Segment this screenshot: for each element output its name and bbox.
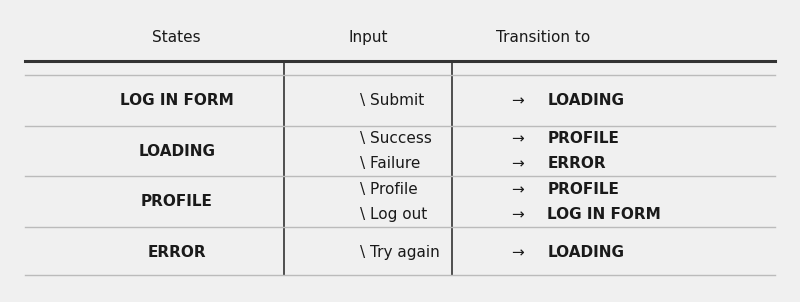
Text: \ Submit: \ Submit [360, 93, 424, 108]
Text: →: → [512, 93, 530, 108]
Text: LOG IN FORM: LOG IN FORM [120, 93, 234, 108]
Text: →: → [512, 245, 530, 260]
Text: LOADING: LOADING [138, 143, 215, 159]
Text: Transition to: Transition to [496, 30, 590, 45]
Text: States: States [153, 30, 201, 45]
Text: LOADING: LOADING [547, 93, 625, 108]
Text: →: → [512, 156, 530, 171]
Text: \ Failure: \ Failure [360, 156, 421, 171]
Text: PROFILE: PROFILE [141, 194, 213, 209]
Text: PROFILE: PROFILE [547, 182, 619, 197]
Text: \ Profile: \ Profile [360, 182, 418, 197]
Text: Input: Input [348, 30, 388, 45]
Text: →: → [512, 207, 530, 222]
Text: ERROR: ERROR [547, 156, 606, 171]
Text: \ Try again: \ Try again [360, 245, 440, 260]
Text: LOADING: LOADING [547, 245, 625, 260]
Text: ERROR: ERROR [147, 245, 206, 260]
Text: →: → [512, 131, 530, 146]
Text: LOG IN FORM: LOG IN FORM [547, 207, 662, 222]
Text: \ Log out: \ Log out [360, 207, 427, 222]
Text: PROFILE: PROFILE [547, 131, 619, 146]
Text: \ Success: \ Success [360, 131, 432, 146]
Text: →: → [512, 182, 530, 197]
